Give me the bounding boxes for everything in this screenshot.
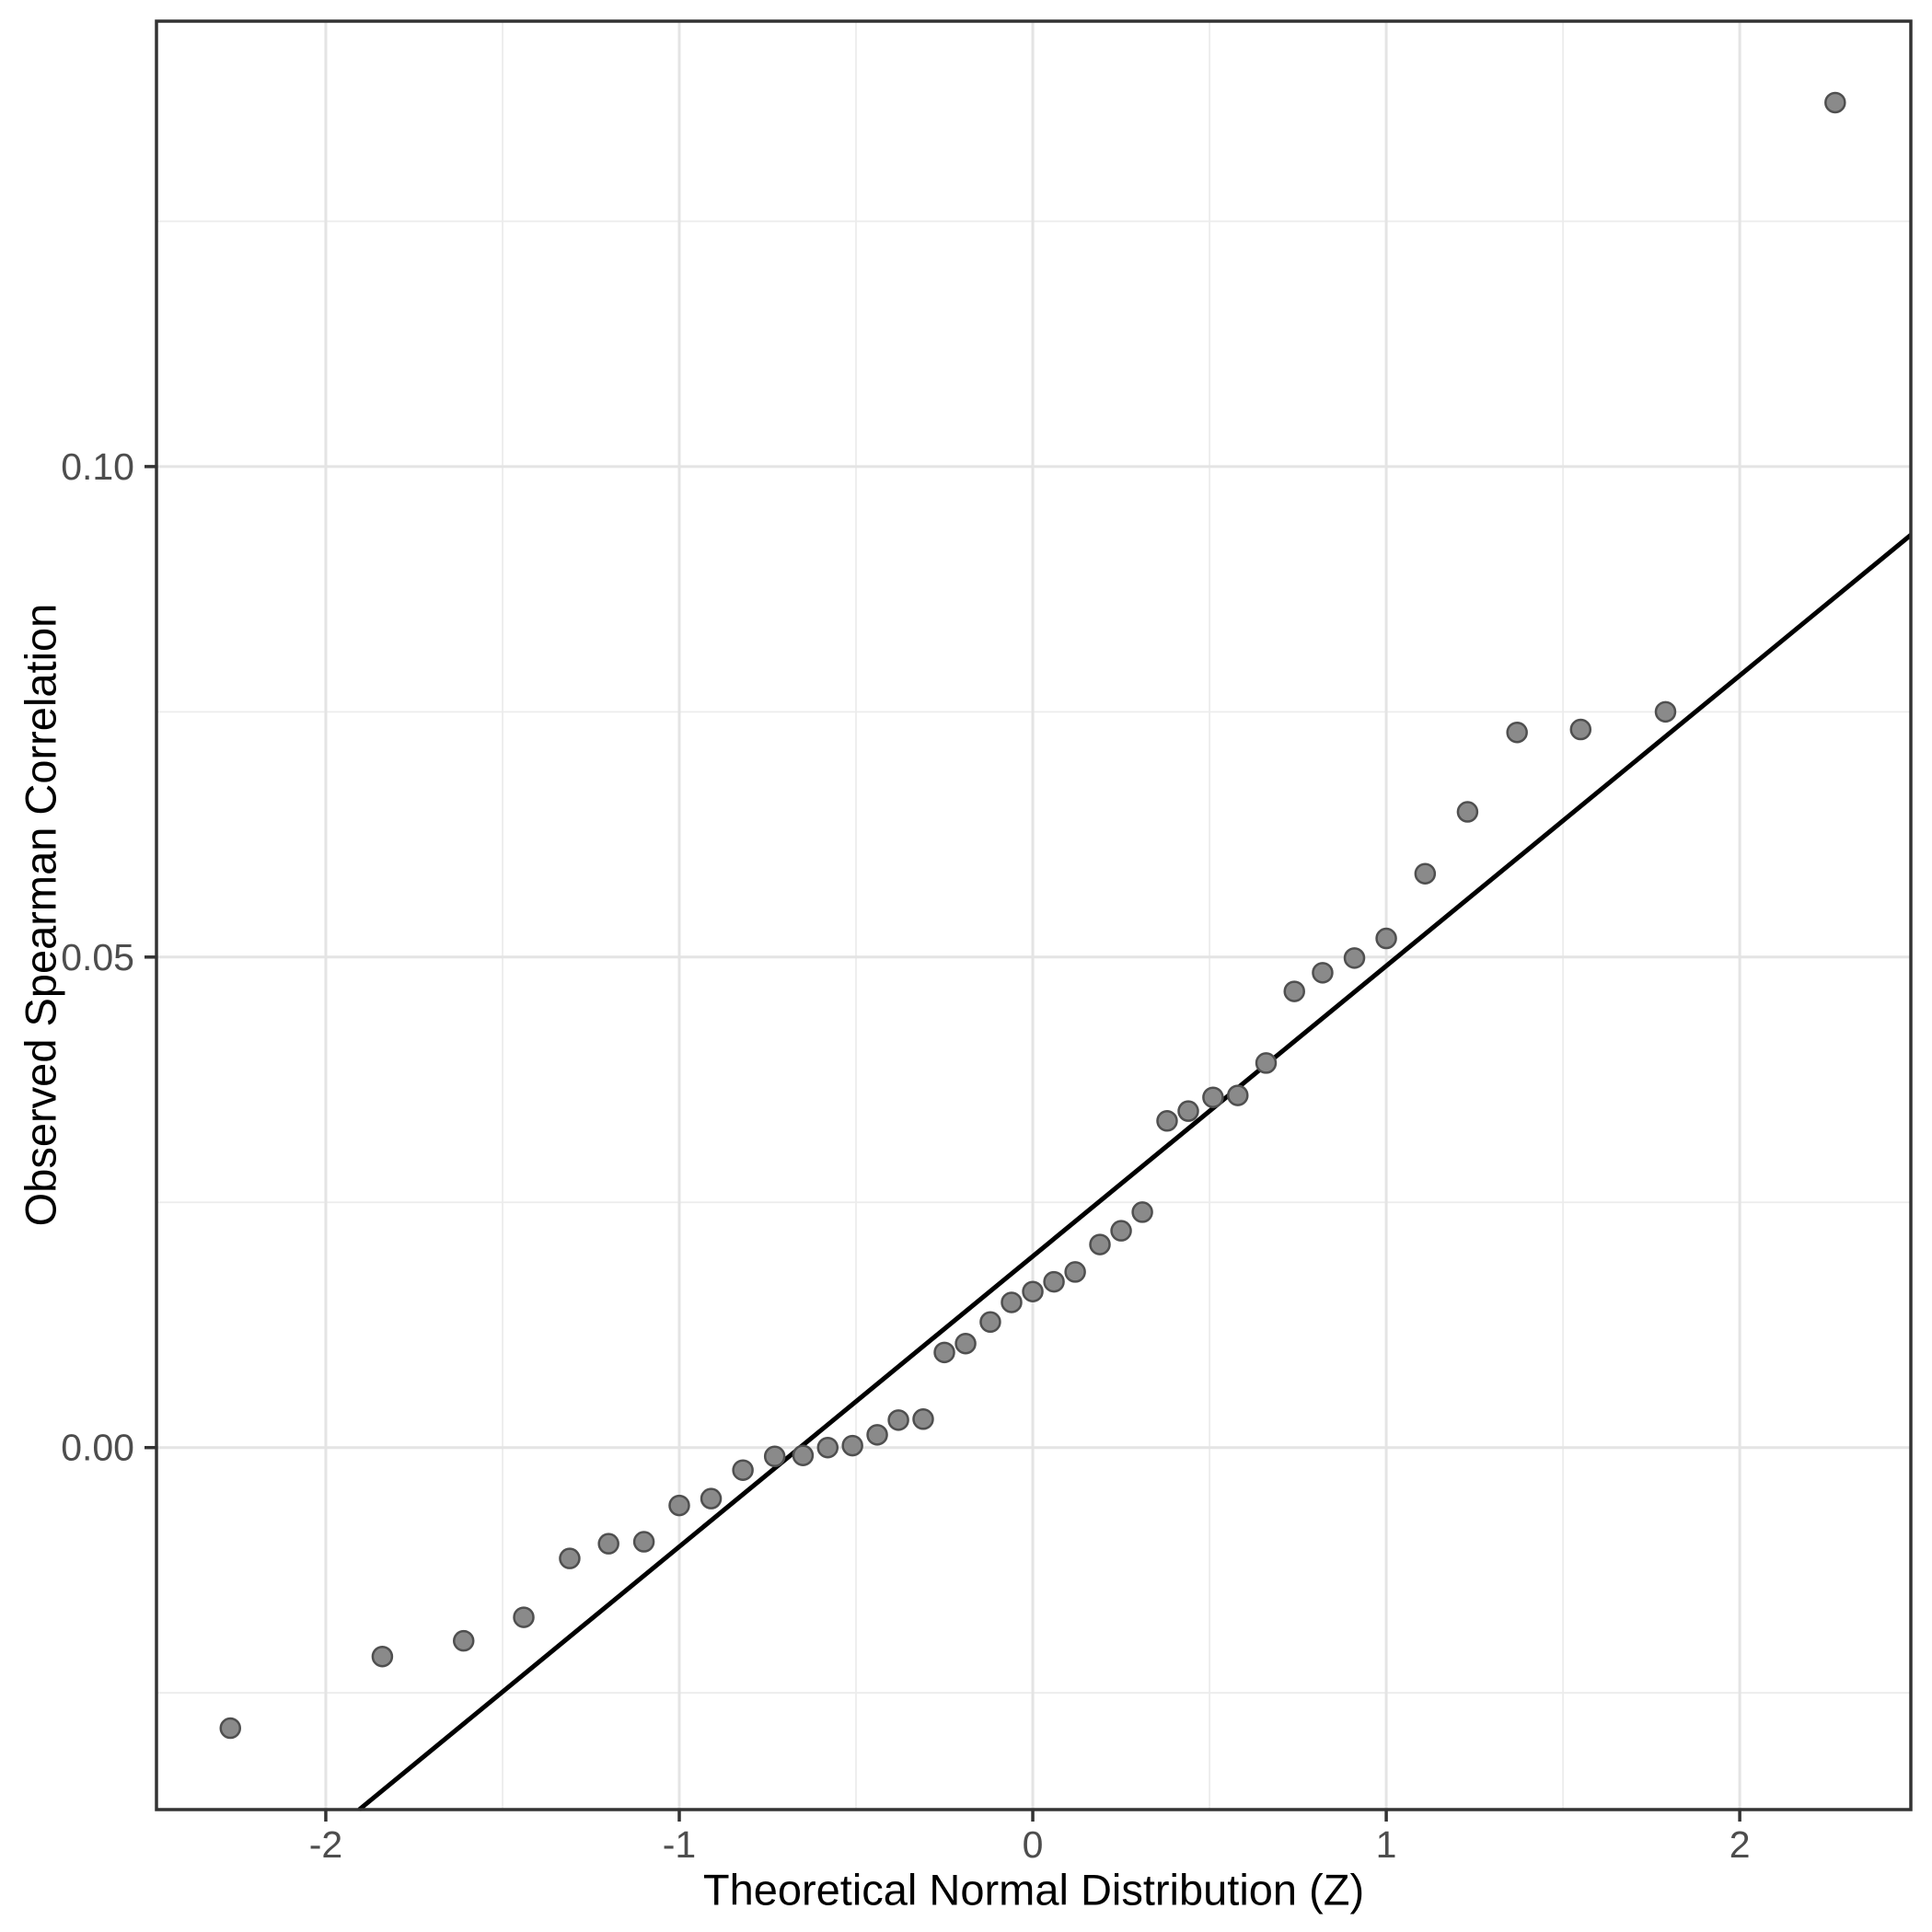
data-point	[559, 1547, 581, 1569]
data-point	[371, 1645, 394, 1668]
data-point	[1506, 721, 1528, 744]
data-point	[841, 1434, 863, 1457]
x-axis-title: Theoretical Normal Distribution (Z)	[702, 1865, 1365, 1915]
data-point	[1824, 91, 1846, 114]
data-point	[632, 1531, 655, 1553]
data-point	[933, 1341, 955, 1364]
x-axis-tick-label: 0	[1023, 1823, 1044, 1866]
data-point	[668, 1494, 690, 1517]
data-point	[597, 1533, 619, 1555]
data-point	[1375, 927, 1397, 950]
data-point	[1343, 947, 1366, 969]
data-point	[1043, 1270, 1065, 1293]
data-point	[1227, 1084, 1249, 1106]
data-point	[1569, 718, 1592, 741]
data-point	[1255, 1052, 1278, 1074]
data-point	[700, 1487, 723, 1510]
data-point	[1022, 1280, 1044, 1302]
data-point	[816, 1436, 839, 1459]
x-axis-tick-label: 1	[1376, 1823, 1397, 1866]
data-point	[1414, 862, 1437, 885]
data-point	[763, 1445, 786, 1468]
data-point	[1110, 1220, 1132, 1242]
reference-line	[357, 533, 1913, 1811]
data-point	[954, 1332, 977, 1355]
data-point	[1064, 1261, 1086, 1283]
data-point	[979, 1311, 1001, 1334]
data-point	[1131, 1201, 1153, 1223]
reference-line-layer	[357, 533, 1913, 1811]
data-point	[1456, 801, 1479, 823]
data-point	[792, 1444, 815, 1466]
data-point	[452, 1629, 475, 1652]
axis-tick-labels-layer: -2 -1 0 1 2 0.00 0.05 0.10	[61, 445, 1750, 1866]
data-point	[1156, 1110, 1178, 1132]
axis-ticks-layer	[145, 465, 1741, 1822]
y-axis-tick-label: 0.05	[61, 936, 134, 978]
y-axis-title: Observed Spearman Correlation	[16, 603, 65, 1227]
y-axis-tick-label: 0.00	[61, 1427, 134, 1469]
data-point	[1283, 980, 1305, 1002]
data-point	[1202, 1086, 1224, 1108]
data-point	[866, 1424, 888, 1446]
data-point	[1089, 1233, 1111, 1255]
x-axis-tick-label: -2	[309, 1823, 342, 1866]
data-point	[513, 1606, 535, 1628]
data-point	[732, 1459, 754, 1481]
data-point	[912, 1408, 934, 1430]
data-point	[1312, 962, 1334, 984]
y-axis-tick-label: 0.10	[61, 445, 134, 488]
data-point	[1177, 1100, 1199, 1122]
data-point	[1654, 700, 1677, 723]
data-point	[219, 1717, 242, 1740]
data-point	[887, 1409, 909, 1431]
grid-major-lines	[156, 21, 1911, 1810]
x-axis-tick-label: -1	[663, 1823, 696, 1866]
x-axis-tick-label: 2	[1730, 1823, 1751, 1866]
data-points-layer	[219, 91, 1846, 1740]
data-point	[1001, 1291, 1023, 1313]
